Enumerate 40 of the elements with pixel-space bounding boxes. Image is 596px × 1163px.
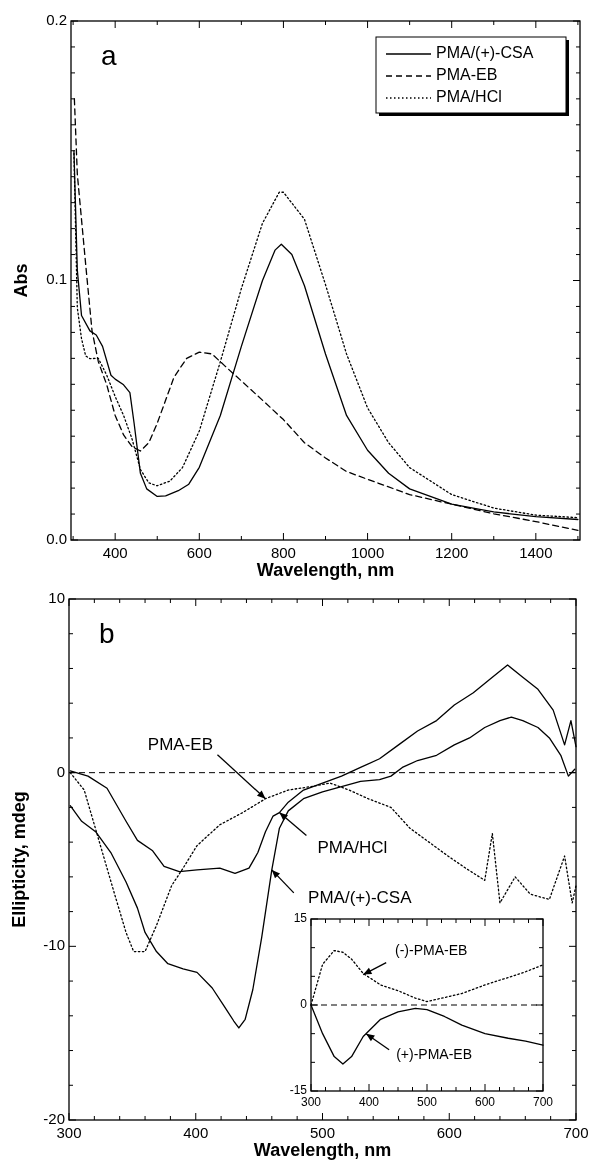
y-axis-title: Abs: [11, 263, 31, 298]
x-tick-label: 700: [563, 1124, 589, 1141]
x-tick-label: 300: [56, 1124, 82, 1141]
x-tick-label: 600: [474, 1095, 496, 1109]
x-tick-label: 500: [416, 1095, 438, 1109]
y-tick-label: 10: [48, 588, 65, 606]
x-tick-label: 600: [186, 544, 212, 561]
annotation: PMA/HCl: [317, 838, 388, 858]
x-tick-label: 800: [270, 544, 296, 561]
x-tick-label: 700: [532, 1095, 554, 1109]
y-tick-label: 0.0: [46, 529, 67, 547]
x-tick-label: 600: [436, 1124, 462, 1141]
x-tick-label: 500: [309, 1124, 336, 1141]
y-tick-label: 0.2: [46, 10, 67, 28]
x-tick-label: 1400: [519, 544, 553, 561]
x-tick-label: 400: [102, 544, 128, 561]
legend-label: PMA/HCl: [436, 88, 502, 106]
y-tick-label: 0: [300, 997, 308, 1012]
x-tick-label: 300: [300, 1095, 322, 1109]
y-tick-label: 0.1: [46, 270, 67, 288]
annotation: PMA-EB: [147, 735, 214, 755]
legend-label: PMA-EB: [436, 66, 498, 84]
y-tick-label: 15: [293, 911, 308, 926]
annotation: (-)-PMA-EB: [395, 942, 468, 959]
legend-label: PMA/(+)-CSA: [436, 44, 534, 62]
y-tick-label: -15: [289, 1083, 308, 1098]
y-tick-label: -10: [43, 936, 65, 954]
x-tick-label: 400: [358, 1095, 380, 1109]
x-tick-label: 1000: [350, 544, 385, 561]
y-tick-label: -20: [43, 1109, 65, 1127]
x-tick-label: 1200: [435, 544, 469, 561]
annotation: PMA/(+)-CSA: [308, 888, 413, 908]
x-tick-label: 400: [183, 1124, 209, 1141]
y-axis-title: Ellipticity, mdeg: [9, 791, 29, 928]
y-tick-label: 0: [56, 762, 65, 780]
x-axis-title: Wavelength, nm: [253, 1140, 392, 1160]
x-axis-title: Wavelength, nm: [256, 560, 395, 580]
annotation: a: [101, 40, 117, 71]
annotation: b: [99, 618, 115, 649]
annotation: (+)-PMA-EB: [396, 1046, 473, 1063]
